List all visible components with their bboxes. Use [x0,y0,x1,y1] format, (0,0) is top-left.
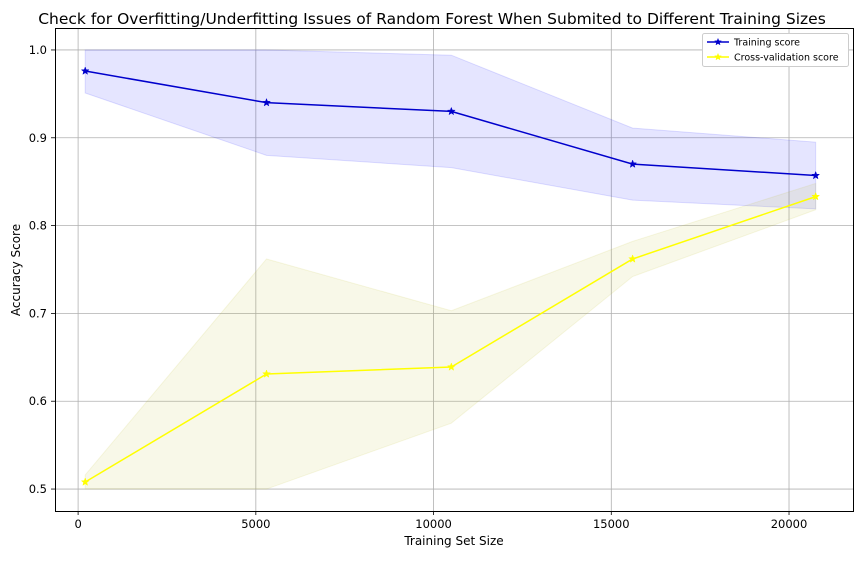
x-tick-label: 15000 [593,517,630,531]
y-tick-label: 0.5 [29,482,47,496]
legend: Training score Cross-validation score [702,33,849,67]
legend-label-1: Cross-validation score [734,53,839,64]
y-axis-label: Accuracy Score [9,224,23,316]
x-tick-label: 20000 [771,517,808,531]
plot-frame [55,28,854,512]
series-lines [80,66,821,486]
legend-marker-0 [713,37,723,46]
y-tick-label: 0.8 [29,219,47,233]
y-tick-label: 1.0 [29,43,47,57]
data-point [80,477,90,486]
legend-box [702,33,849,67]
y-tick-label: 0.6 [29,394,47,408]
y-tick-label: 0.7 [29,306,47,320]
confidence-bands [84,49,817,490]
axis-ticks: 0 5000 10000 15000 20000 0.5 0.6 0.7 0.8 0.9 1.0 [29,43,808,531]
x-axis-label: Training Set Size [403,534,503,548]
data-point [628,254,638,263]
x-tick-label: 10000 [415,517,452,531]
data-point [628,159,638,168]
confidence-band-0 [84,49,817,210]
chart-title: Check for Overfitting/Underfitting Issue… [38,10,826,28]
y-tick-label: 0.9 [29,131,47,145]
data-point [811,170,821,180]
x-tick-label: 0 [74,517,81,531]
data-point [262,369,271,378]
data-point [811,191,821,201]
data-point [446,362,456,371]
data-point [262,97,271,107]
confidence-band-1 [84,182,817,490]
data-point [446,106,456,116]
grid [55,28,853,511]
data-point [80,66,90,75]
x-tick-label: 5000 [241,517,270,531]
legend-marker-1 [713,52,723,61]
legend-label-0: Training score [733,38,800,49]
